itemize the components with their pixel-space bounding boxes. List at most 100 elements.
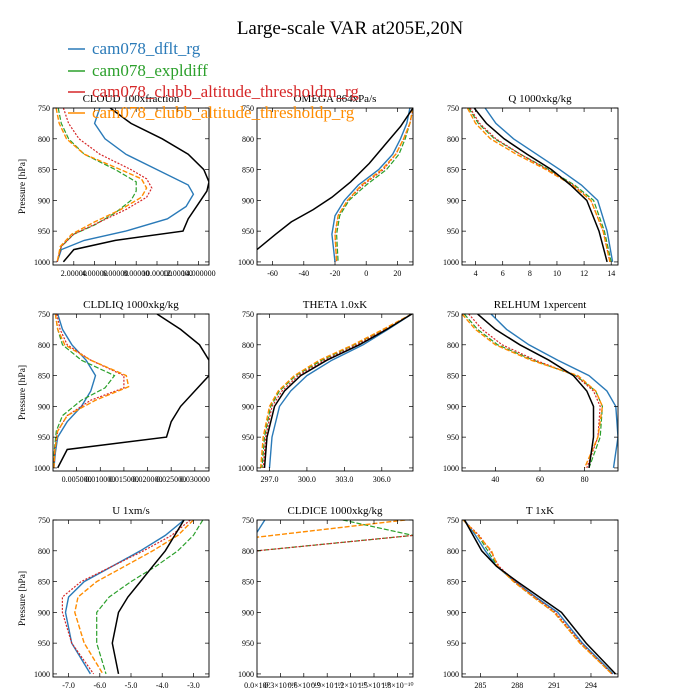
x-tick-label: 0.010000 xyxy=(85,475,115,484)
x-tick-label: 10 xyxy=(553,269,561,278)
series-line-4 xyxy=(257,520,406,538)
x-tick-label: 8.00000 xyxy=(123,269,149,278)
series-line-3 xyxy=(468,314,601,469)
series-line-4 xyxy=(334,108,413,262)
y-tick-label: 900 xyxy=(38,196,50,205)
y-axis-label: Pressure [hPa] xyxy=(18,365,28,420)
y-tick-label: 850 xyxy=(38,578,50,587)
series-line-4 xyxy=(462,520,613,675)
plot-frame xyxy=(256,313,414,472)
y-tick-label: 750 xyxy=(447,104,459,113)
y-tick-label: 850 xyxy=(242,578,254,587)
y-tick-label: 750 xyxy=(447,516,459,525)
series-line-5 xyxy=(477,314,595,469)
series-line-3 xyxy=(257,534,413,552)
x-tick-label: 10.00000 xyxy=(142,269,172,278)
x-tick-label: 14.000000 xyxy=(182,269,216,278)
y-tick-label: 1000 xyxy=(443,258,459,267)
x-tick-label: 0.0×10⁰ xyxy=(244,681,270,690)
y-tick-label: 800 xyxy=(38,547,50,556)
y-tick-label: 900 xyxy=(38,608,50,617)
x-tick-label: 306.0 xyxy=(373,475,391,484)
y-tick-label: 900 xyxy=(242,196,254,205)
series-line-4 xyxy=(462,314,604,469)
y-tick-label: 950 xyxy=(38,433,50,442)
x-tick-label: 60 xyxy=(536,475,544,484)
y-tick-label: 950 xyxy=(38,227,50,236)
series-line-1 xyxy=(268,314,413,468)
series-line-3 xyxy=(262,314,413,468)
legend: cam078_dflt_rg cam078_expldiff cam078_club… xyxy=(68,39,359,122)
x-tick-label: 1.5×10⁻¹⁰ xyxy=(358,681,390,690)
series-line-5 xyxy=(62,108,209,263)
panel-9: T 1xK 750 800 850 900 950 1000 285 288 291 294 xyxy=(443,505,619,690)
x-tick-label: 300.0 xyxy=(298,475,316,484)
series-line-3 xyxy=(469,108,611,263)
panel-title: THETA 1.0xK xyxy=(303,299,368,311)
y-tick-label: 750 xyxy=(447,310,459,319)
panel-8: CLDICE 1000xkg/kg 750 800 850 900 950 1000 0.0×… xyxy=(238,505,414,690)
series-line-4 xyxy=(74,520,194,675)
series-line-2 xyxy=(56,108,137,263)
series-line-5 xyxy=(463,520,617,675)
y-tick-label: 1000 xyxy=(238,464,254,473)
x-tick-label: -4.0 xyxy=(156,681,169,690)
series-line-1 xyxy=(331,108,411,262)
x-tick-label: -7.0 xyxy=(62,681,75,690)
y-tick-label: 1000 xyxy=(34,464,50,473)
series-line-4 xyxy=(55,108,148,263)
x-tick-label: 0.030000 xyxy=(180,475,210,484)
y-tick-label: 750 xyxy=(38,310,50,319)
x-tick-label: 40 xyxy=(491,475,499,484)
y-tick-label: 1000 xyxy=(238,670,254,679)
series-line-4 xyxy=(466,108,611,263)
plot-frame xyxy=(52,313,210,472)
y-tick-label: 850 xyxy=(447,166,459,175)
y-tick-label: 1000 xyxy=(34,670,50,679)
x-tick-label: 288 xyxy=(511,681,523,690)
x-tick-label: 0.6×10⁻¹⁰ xyxy=(288,681,320,690)
series-line-3 xyxy=(61,520,191,675)
y-tick-label: 900 xyxy=(447,608,459,617)
y-tick-label: 800 xyxy=(242,341,254,350)
x-tick-label: -3.0 xyxy=(187,681,200,690)
series-line-3 xyxy=(56,108,153,263)
x-tick-label: 80 xyxy=(581,475,589,484)
plot-frame xyxy=(461,519,619,678)
x-tick-label: 6 xyxy=(501,269,505,278)
y-tick-label: 850 xyxy=(242,372,254,381)
y-tick-label: 1000 xyxy=(443,464,459,473)
x-tick-label: 6.00000 xyxy=(102,269,128,278)
series-line-3 xyxy=(53,314,125,468)
legend-entry: cam078_clubb_altitude_thresholdm_rg xyxy=(92,82,359,101)
series-line-2 xyxy=(257,520,413,552)
y-tick-label: 1000 xyxy=(443,670,459,679)
y-tick-label: 750 xyxy=(38,104,50,113)
x-tick-label: -60 xyxy=(267,269,278,278)
x-tick-label: 1.2×10⁻¹⁰ xyxy=(334,681,366,690)
y-tick-label: 950 xyxy=(447,433,459,442)
legend-entry: cam078_dflt_rg xyxy=(92,39,201,58)
series-line-2 xyxy=(468,108,612,263)
series-line-1 xyxy=(64,520,185,675)
x-tick-label: 14 xyxy=(607,269,615,278)
series-line-5 xyxy=(263,314,413,468)
y-tick-label: 900 xyxy=(447,402,459,411)
x-tick-label: 297.0 xyxy=(260,475,278,484)
x-tick-label: -5.0 xyxy=(125,681,138,690)
y-tick-label: 1000 xyxy=(34,258,50,267)
series-line-1 xyxy=(484,108,614,263)
y-tick-label: 850 xyxy=(447,372,459,381)
panel-title: T 1xK xyxy=(526,505,554,517)
y-axis-label: Pressure [hPa] xyxy=(18,571,28,626)
figure-title: Large-scale VAR at205E,20N xyxy=(237,18,464,39)
y-tick-label: 900 xyxy=(38,402,50,411)
x-tick-label: 0.3×10⁻¹⁰ xyxy=(264,681,296,690)
y-tick-label: 950 xyxy=(447,639,459,648)
y-tick-label: 900 xyxy=(242,402,254,411)
y-tick-label: 850 xyxy=(38,372,50,381)
y-axis-label: Pressure [hPa] xyxy=(18,159,28,214)
panel-title: CLOUD 100xfraction xyxy=(83,93,180,105)
plot-frame xyxy=(256,519,414,678)
y-tick-label: 750 xyxy=(38,516,50,525)
